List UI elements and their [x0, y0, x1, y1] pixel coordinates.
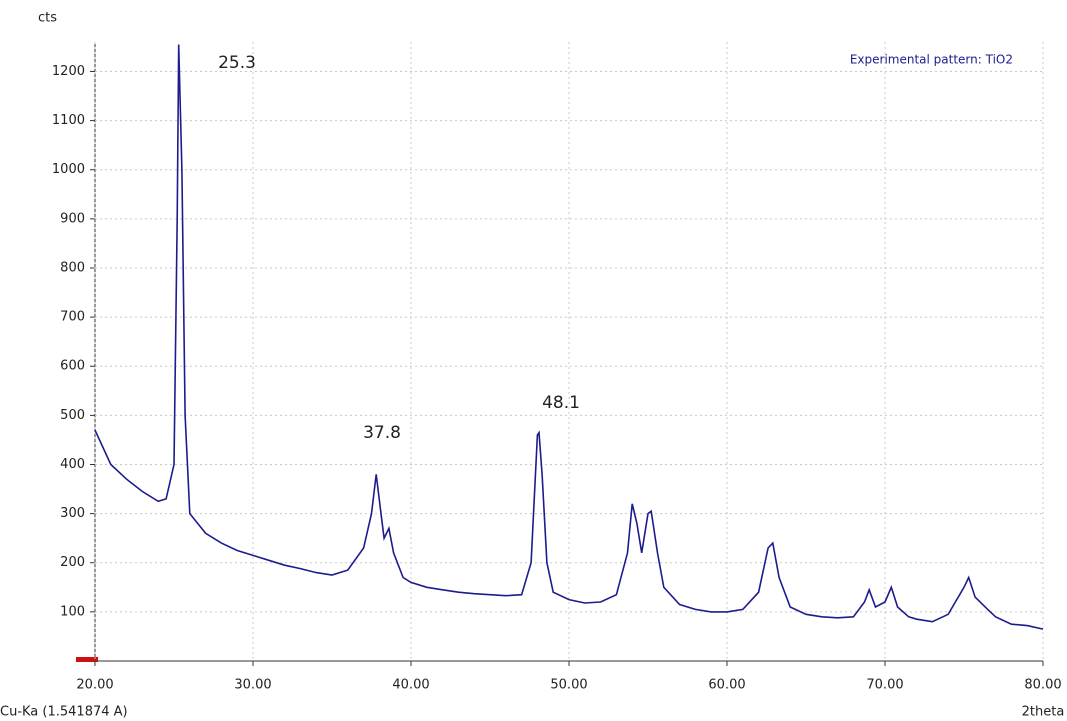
x-tick-label: 80.00 [1024, 678, 1061, 693]
x-tick-label: 40.00 [392, 678, 429, 693]
y-axis-label: cts [38, 11, 57, 26]
y-tick-label: 1100 [52, 113, 85, 128]
x-tick-label: 30.00 [234, 678, 271, 693]
y-tick-label: 300 [60, 506, 85, 521]
x-tick-label: 20.00 [76, 678, 113, 693]
peak-label: 37.8 [363, 423, 401, 443]
x-tick-label: 70.00 [866, 678, 903, 693]
peak-label: 48.1 [542, 393, 580, 413]
y-tick-label: 100 [60, 604, 85, 619]
y-tick-label: 900 [60, 211, 85, 226]
data-line [94, 44, 1044, 630]
y-tick-label: 600 [60, 359, 85, 374]
x-note: Cu-Ka (1.541874 A) [0, 705, 128, 720]
peak-label: 25.3 [218, 53, 256, 73]
legend-label: Experimental pattern: TiO2 [850, 53, 1013, 67]
x-tick-label: 60.00 [708, 678, 745, 693]
x-axis-label: 2theta [1022, 705, 1065, 720]
x-tick-label: 50.00 [550, 678, 587, 693]
y-tick-label: 800 [60, 260, 85, 275]
y-tick-label: 400 [60, 457, 85, 472]
y-tick-label: 1200 [52, 64, 85, 79]
y-tick-label: 700 [60, 310, 85, 325]
origin-marker [76, 657, 98, 662]
y-tick-label: 1000 [52, 162, 85, 177]
y-tick-label: 500 [60, 408, 85, 423]
y-tick-label: 200 [60, 555, 85, 570]
